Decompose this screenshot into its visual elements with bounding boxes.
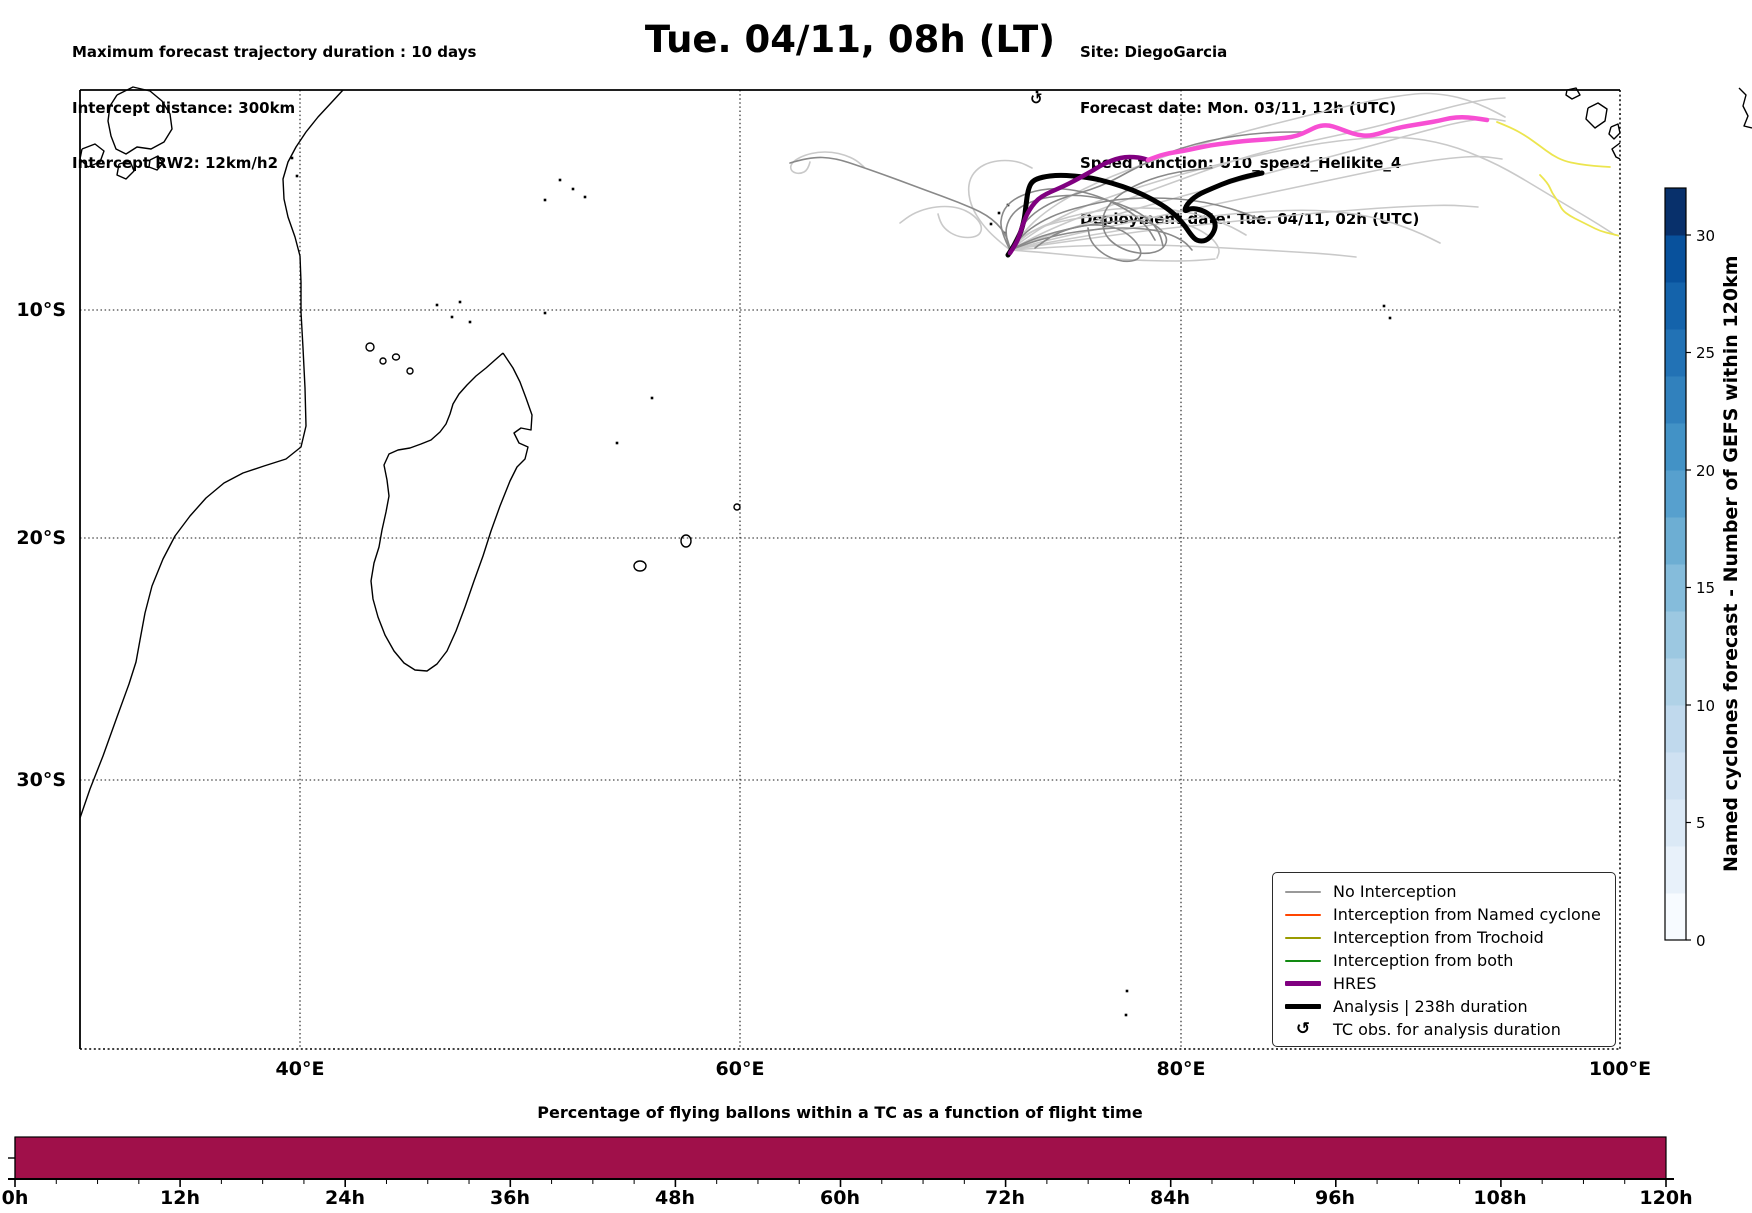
- xtick-60h: 60h: [820, 1187, 860, 1209]
- island-specks: [290, 90, 1392, 1017]
- series-hres-track: [1007, 154, 1151, 256]
- lon-tick-100e: 100°E: [1588, 1058, 1652, 1080]
- colorbar-tick-5: 5: [1696, 814, 1706, 832]
- flight-chart-title: Percentage of flying ballons within a TC…: [537, 1103, 1143, 1122]
- lat-tick-30s: 30°S: [16, 769, 66, 791]
- legend-item-tc-obs: ↺ TC obs. for analysis duration: [1283, 1018, 1607, 1041]
- colorbar-tick-20: 20: [1696, 462, 1716, 480]
- xtick-36h: 36h: [490, 1187, 530, 1209]
- xtick-120h: 120h: [1639, 1187, 1693, 1209]
- tc-obs-icon: ↺: [1295, 1019, 1311, 1039]
- flight-time-bar-chart: [8, 1136, 1674, 1187]
- header-forecast-date: Forecast date: Mon. 03/11, 12h (UTC): [1080, 98, 1397, 117]
- colorbar-axis-label: Named cyclones forecast - Number of GEFS…: [1720, 255, 1742, 873]
- map-legend: No Interception Interception from Named …: [1272, 872, 1616, 1047]
- lat-tick-20s: 20°S: [16, 527, 66, 549]
- colorbar-tick-25: 25: [1696, 344, 1716, 362]
- legend-item-trochoid: Interception from Trochoid: [1283, 926, 1607, 949]
- legend-item-no-interception: No Interception: [1283, 880, 1607, 903]
- header-max-duration: Maximum forecast trajectory duration : 1…: [72, 43, 477, 61]
- colorbar: [1664, 187, 1691, 941]
- xtick-72h: 72h: [985, 1187, 1025, 1209]
- colorbar-tick-30: 30: [1696, 227, 1716, 245]
- xtick-12h: 12h: [160, 1187, 200, 1209]
- header-intercept-distance: Intercept distance: 300km: [72, 98, 296, 117]
- legend-item-both: Interception from both: [1283, 949, 1607, 972]
- series-interception-trochoid: [1496, 121, 1619, 237]
- legend-item-named-cyclone: Interception from Named cyclone: [1283, 903, 1607, 926]
- xtick-24h: 24h: [325, 1187, 365, 1209]
- series-gefs-members-light: [789, 92, 1616, 262]
- series-hres-track-magenta: [1145, 115, 1490, 163]
- map-frame: [79, 89, 1621, 1050]
- trajectories: [789, 92, 1619, 263]
- header-site: Site: DiegoGarcia: [1080, 43, 1228, 61]
- xtick-48h: 48h: [655, 1187, 695, 1209]
- legend-item-analysis: Analysis | 238h duration: [1283, 995, 1607, 1018]
- series-analysis-track: [1005, 170, 1265, 258]
- tc-obs-marker: ↺: [1030, 90, 1043, 108]
- legend-swatch-green: [1283, 959, 1323, 962]
- colorbar-tick-15: 15: [1696, 579, 1716, 597]
- legend-swatch-olive: [1283, 936, 1323, 939]
- lon-tick-60e: 60°E: [715, 1058, 765, 1080]
- colorbar-tick-0: 0: [1696, 932, 1706, 950]
- legend-swatch-gray: [1283, 890, 1323, 893]
- legend-swatch-orangered: [1283, 913, 1323, 916]
- legend-swatch-black: [1283, 1004, 1323, 1009]
- legend-swatch-purple: [1283, 981, 1323, 986]
- xtick-108h: 108h: [1473, 1187, 1527, 1209]
- colorbar-tick-10: 10: [1696, 697, 1716, 715]
- xtick-96h: 96h: [1315, 1187, 1355, 1209]
- lon-tick-40e: 40°E: [275, 1058, 325, 1080]
- lon-tick-80e: 80°E: [1156, 1058, 1206, 1080]
- header-intercept-rw2: Intercept RW2: 12km/h2: [72, 154, 279, 172]
- legend-item-hres: HRES: [1283, 972, 1607, 995]
- map-gridlines: [80, 90, 1620, 1049]
- xtick-84h: 84h: [1150, 1187, 1190, 1209]
- header-left-parameters: Maximum forecast trajectory duration : 1…: [72, 6, 476, 210]
- coastlines: [79, 86, 1752, 819]
- series-gefs-members-dark: [789, 131, 1306, 263]
- lat-tick-10s: 10°S: [16, 299, 66, 321]
- xtick-0h: 0h: [1, 1187, 29, 1209]
- figure-title: Tue. 04/11, 08h (LT): [644, 18, 1056, 61]
